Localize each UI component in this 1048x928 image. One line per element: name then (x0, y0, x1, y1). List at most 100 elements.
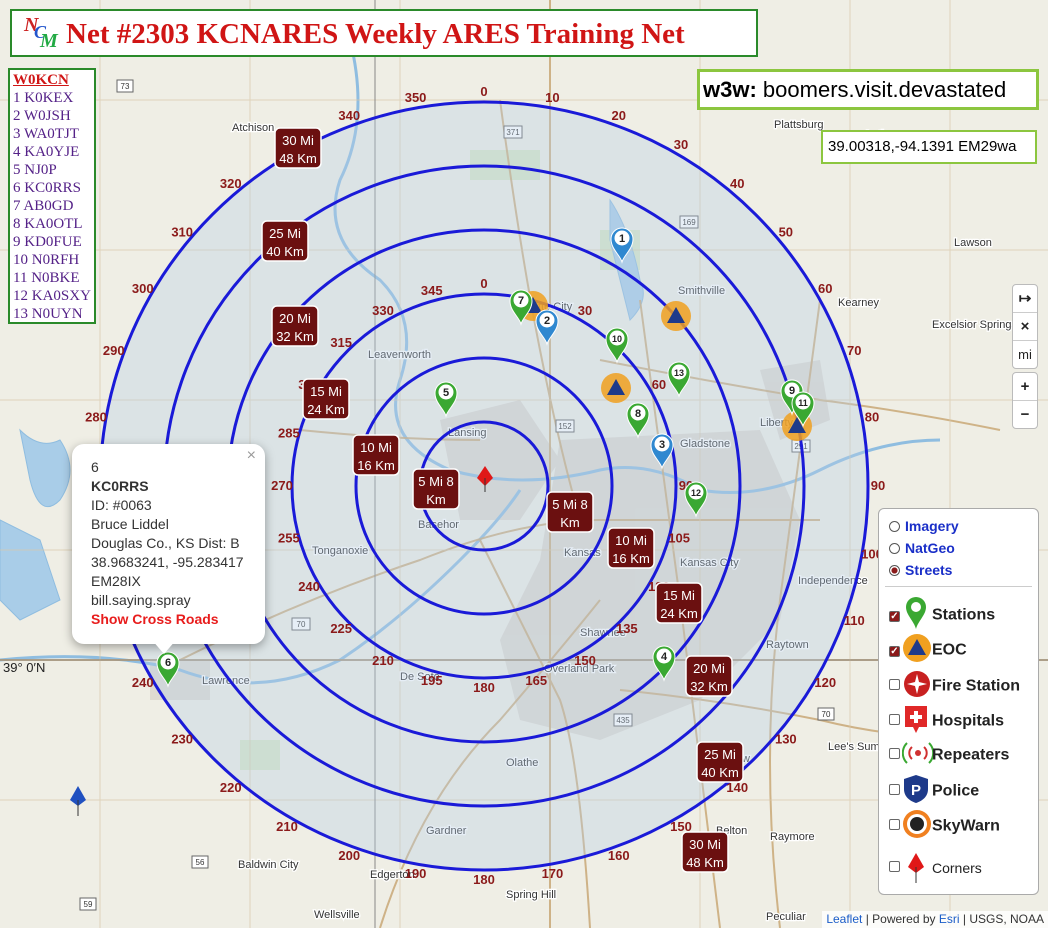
station-pin-icon[interactable]: 1 (610, 227, 634, 264)
roster-item[interactable]: 3 WA0TJT (13, 126, 79, 142)
checkbox[interactable] (889, 678, 900, 690)
overlay-skywarn[interactable]: SkyWarn (889, 809, 1000, 844)
overlay-stations[interactable]: ✓ Stations (889, 595, 995, 636)
station-pin-icon[interactable]: 4 (652, 645, 676, 682)
svg-text:Spring Hill: Spring Hill (506, 889, 556, 901)
svg-text:9: 9 (789, 385, 795, 397)
station-pin-icon[interactable]: 8 (626, 402, 650, 439)
roster-item[interactable]: 13 N0UYN (13, 306, 83, 322)
range-label: 5 Mi 8 Km (546, 491, 594, 533)
svg-text:13: 13 (674, 368, 684, 378)
bearing-label: 80 (865, 410, 879, 425)
bearing-label: 170 (542, 866, 564, 881)
svg-text:4: 4 (661, 651, 668, 663)
zoom-out-button[interactable]: − (1020, 406, 1030, 423)
roster-item[interactable]: 1 K0KEX (13, 90, 74, 106)
eoc-icon[interactable] (661, 301, 691, 331)
radio-button[interactable] (889, 543, 900, 554)
svg-text:5 Mi 8: 5 Mi 8 (552, 497, 587, 512)
station-pin-icon[interactable]: 11 (791, 391, 815, 428)
overlay-police[interactable]: P Police (889, 773, 979, 810)
checkbox[interactable] (889, 783, 900, 795)
basemap-natgeo[interactable]: NatGeo (889, 540, 955, 556)
bearing-label: 180 (473, 680, 495, 695)
skywarn-icon (902, 809, 931, 844)
bearing-label: 40 (730, 176, 744, 191)
roster-item[interactable]: 7 AB0GD (13, 198, 74, 214)
range-ring (354, 356, 614, 616)
roster-item[interactable]: 12 KA0SXY (13, 288, 91, 304)
overlay-fire-station[interactable]: Fire Station (889, 669, 1020, 704)
close-measure-button[interactable]: × (1013, 313, 1037, 341)
center-marker-icon[interactable] (477, 466, 493, 492)
zoom-in-button[interactable]: + (1013, 373, 1037, 401)
bearing-label: 150 (574, 653, 596, 668)
net-control-callsign[interactable]: W0KCN (13, 72, 69, 88)
checkbox[interactable] (889, 713, 900, 725)
esri-link[interactable]: Esri (938, 912, 960, 926)
svg-text:5 Mi 8: 5 Mi 8 (418, 474, 453, 489)
leaflet-link[interactable]: Leaflet (826, 912, 863, 926)
range-label: 15 Mi 24 Km (655, 582, 703, 624)
station-pin-icon[interactable]: 10 (605, 327, 629, 364)
popup-w3w: bill.saying.spray (91, 592, 191, 608)
roster-item[interactable]: 10 N0RFH (13, 252, 80, 268)
roster-item[interactable]: 6 KC0RRS (13, 180, 81, 196)
station-pin-icon[interactable]: 5 (434, 381, 458, 418)
radio-button[interactable] (889, 565, 900, 576)
basemap-streets[interactable]: Streets (889, 562, 952, 578)
bearing-label: 315 (330, 335, 352, 350)
range-label: 15 Mi 24 Km (302, 378, 350, 420)
roster-item[interactable]: 5 NJ0P (13, 162, 57, 178)
bearing-label: 200 (338, 848, 360, 863)
checkbox[interactable] (889, 818, 900, 830)
svg-text:12: 12 (691, 488, 701, 498)
show-cross-roads-link[interactable]: Show Cross Roads (91, 611, 219, 627)
bearing-label: 0 (480, 84, 487, 99)
checkbox[interactable] (889, 861, 900, 873)
units-button[interactable]: mi (1018, 347, 1032, 362)
checkbox[interactable]: ✓ (889, 610, 900, 622)
basemap-imagery[interactable]: Imagery (889, 518, 959, 534)
svg-text:Atchison: Atchison (232, 122, 274, 134)
svg-text:Smithville: Smithville (678, 285, 725, 297)
roster-item[interactable]: 4 KA0YJE (13, 144, 80, 160)
popup-close-button[interactable]: × (246, 447, 256, 464)
bearing-label: 340 (338, 108, 360, 123)
popup-grid: EM28IX (91, 573, 141, 589)
repeater-icon (901, 739, 935, 772)
checkbox[interactable] (889, 747, 900, 759)
svg-text:Excelsior Springs: Excelsior Springs (932, 319, 1017, 331)
overlay-eoc[interactable]: ✓ EOC (889, 633, 967, 668)
bearing-label: 220 (220, 780, 242, 795)
overlay-corners[interactable]: Corners (889, 851, 982, 888)
ring-shade-fill (100, 102, 868, 870)
bearing-label: 30 (674, 137, 688, 152)
svg-text:32 Km: 32 Km (690, 679, 728, 694)
expand-button[interactable]: ↦ (1013, 285, 1037, 313)
bearing-label: 210 (276, 819, 298, 834)
svg-text:Overland Park: Overland Park (544, 663, 615, 675)
roster-item[interactable]: 9 KD0FUE (13, 234, 82, 250)
roster-item[interactable]: 8 KA0OTL (13, 216, 83, 232)
overlay-hospitals[interactable]: Hospitals (889, 703, 1004, 740)
station-pin-icon[interactable]: 13 (667, 361, 691, 398)
eoc-icon[interactable] (601, 373, 631, 403)
roster-item[interactable]: 2 W0JSH (13, 108, 71, 124)
corner-flag-icon[interactable] (70, 786, 86, 816)
svg-text:20 Mi: 20 Mi (279, 311, 311, 326)
station-pin-icon[interactable]: 12 (684, 481, 708, 518)
overlay-repeaters[interactable]: Repeaters (889, 739, 1009, 772)
roster-item[interactable]: 11 N0BKE (13, 270, 80, 286)
svg-text:Plattsburg: Plattsburg (774, 119, 824, 131)
station-pin-icon[interactable]: 3 (650, 433, 674, 470)
checkbox[interactable]: ✓ (889, 645, 900, 657)
svg-text:Raytown: Raytown (766, 639, 809, 651)
svg-text:Olathe: Olathe (506, 757, 538, 769)
station-pin-icon[interactable]: 7 (509, 289, 533, 326)
station-pin-icon[interactable]: 2 (535, 309, 559, 346)
radio-button[interactable] (889, 521, 900, 532)
